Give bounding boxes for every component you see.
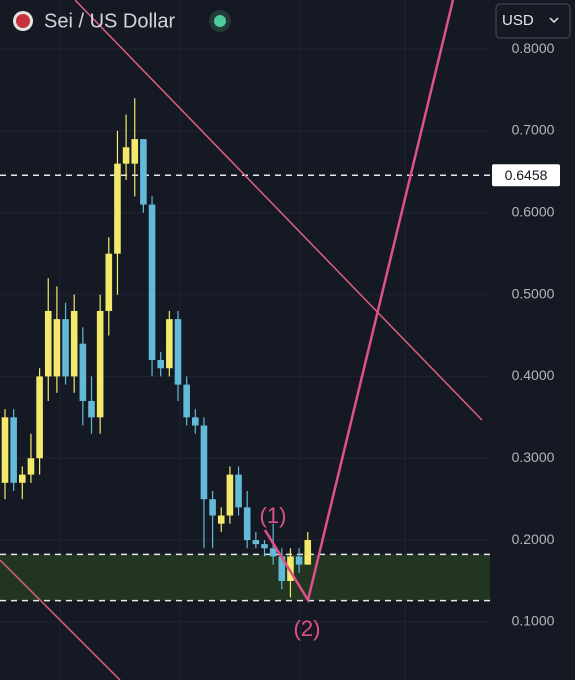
candle-body: [209, 499, 216, 516]
candle-body: [79, 343, 87, 401]
y-tick-label: 0.1000: [512, 613, 555, 629]
candle-body: [131, 139, 139, 164]
candle-body: [122, 147, 130, 164]
y-tick-label: 0.3000: [512, 449, 555, 465]
candle-body: [287, 556, 294, 581]
candle-body: [269, 548, 277, 557]
candle-body: [10, 417, 17, 483]
trend-line: [74, 0, 483, 421]
candle-body: [44, 310, 52, 377]
y-tick-label: 0.8000: [512, 40, 555, 56]
currency-label[interactable]: USD: [502, 12, 534, 29]
candle-body: [88, 400, 95, 418]
candle-body: [96, 310, 104, 418]
candle-body: [183, 384, 190, 418]
y-tick-label: 0.4000: [512, 367, 555, 383]
candle-body: [140, 139, 147, 205]
y-tick-label: 0.2000: [512, 531, 555, 547]
candle-body: [36, 376, 43, 459]
trend-line: [0, 559, 121, 680]
support-zone: [0, 554, 490, 601]
candle-body: [304, 540, 312, 565]
annotation: (1): [260, 503, 287, 528]
candle-body: [53, 319, 61, 377]
candle-body: [235, 474, 242, 508]
candle-body: [295, 556, 303, 565]
candle-body: [27, 458, 35, 475]
candle-body: [1, 417, 9, 483]
candle-body: [261, 544, 268, 549]
chart-title: Sei / US Dollar: [44, 10, 175, 32]
candle-body: [70, 310, 78, 377]
y-tick-label: 0.7000: [512, 122, 555, 138]
candle-body: [148, 204, 156, 361]
candle-body: [114, 163, 121, 254]
candle-body: [192, 417, 199, 426]
price-label-box: [492, 164, 560, 187]
candle-body: [243, 507, 251, 541]
candle-body: [278, 556, 286, 581]
candle-body: [62, 319, 69, 377]
candle-body: [166, 319, 173, 369]
candle-body: [19, 474, 26, 483]
candle-body: [157, 360, 164, 369]
y-tick-label: 0.5000: [512, 285, 555, 301]
candle-body: [226, 474, 234, 516]
candle-body: [200, 425, 208, 500]
candle-body: [217, 515, 225, 524]
logo: [16, 14, 30, 28]
price-label: 0.6458: [505, 167, 548, 183]
candle-body: [105, 253, 113, 311]
annotation: (2): [294, 616, 321, 641]
y-tick-label: 0.6000: [512, 203, 555, 219]
dropdown-icon[interactable]: [549, 17, 559, 24]
projection-path: [263, 0, 455, 604]
status: [214, 15, 226, 27]
candle-body: [252, 540, 260, 545]
candle-body: [174, 319, 182, 385]
currency-button[interactable]: [495, 3, 571, 39]
